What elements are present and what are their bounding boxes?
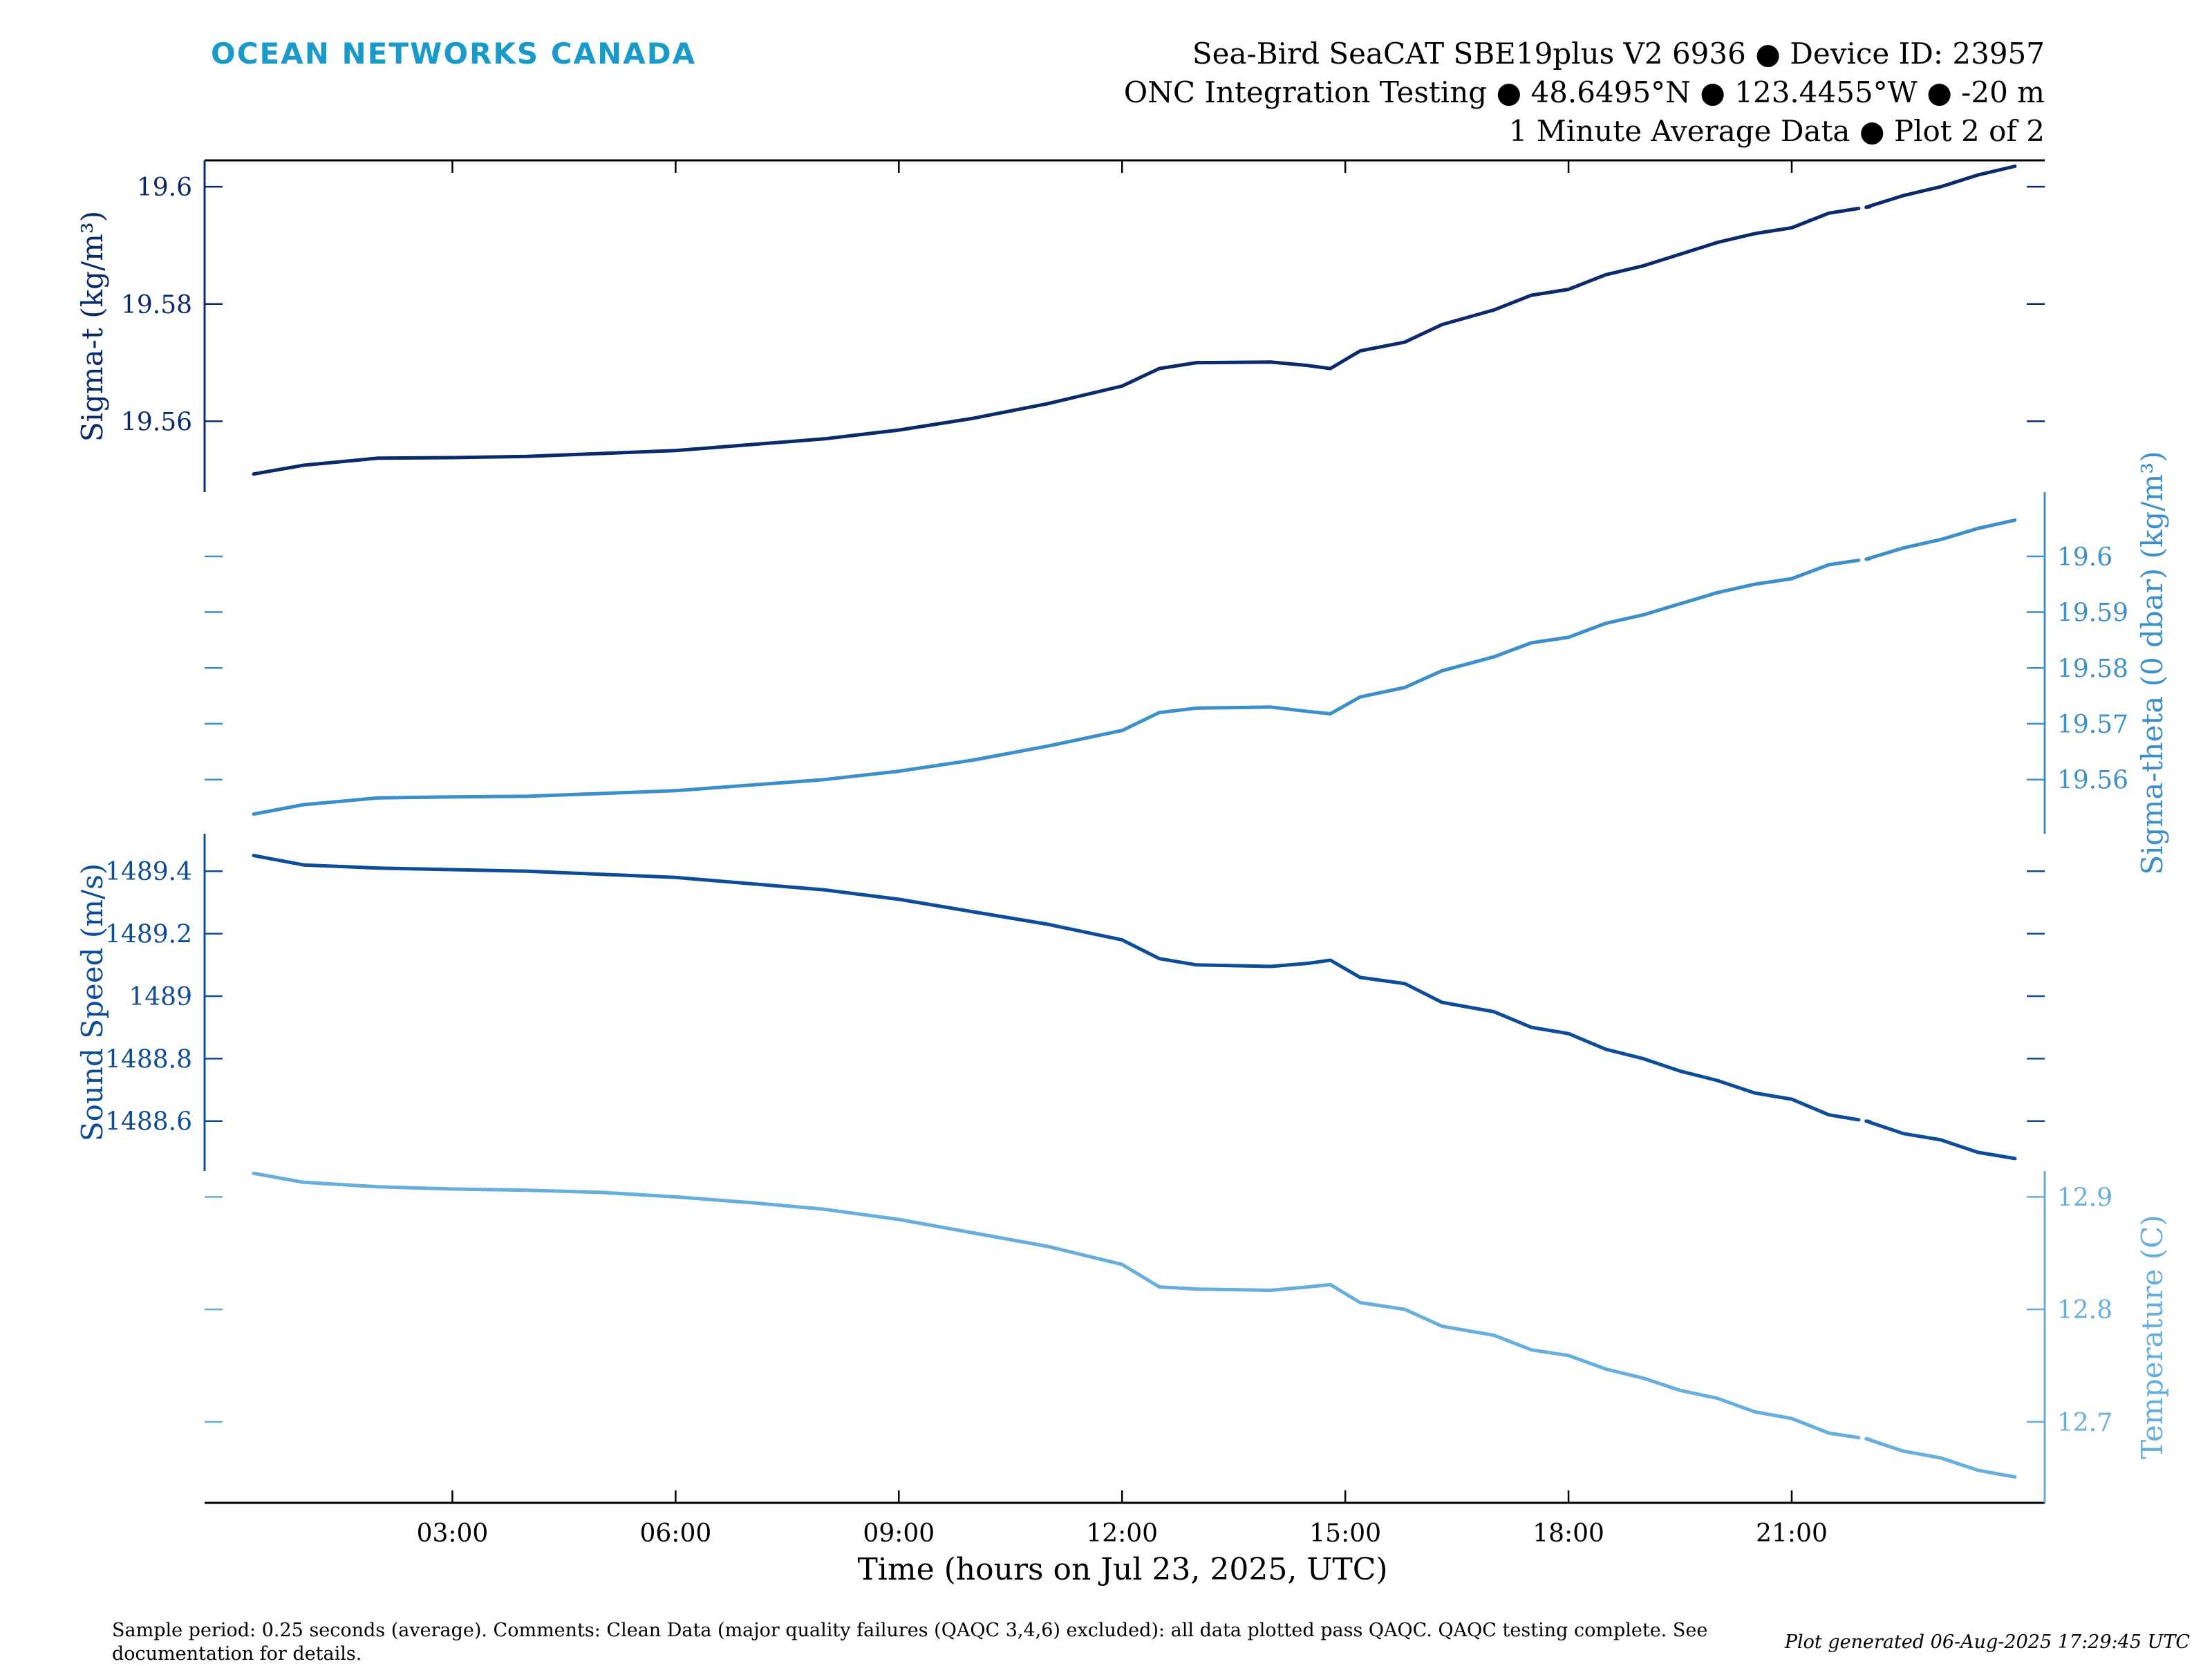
plot-area: 03:00 06:00 09:00 12:00 15:00 18:00 21:00 19.56…: [75, 159, 2169, 1548]
y-tick-label: 19.56: [121, 408, 192, 436]
y-tick-label: 19.6: [137, 174, 192, 202]
y-tick-label: 19.58: [2057, 655, 2128, 683]
y-tick-label: 19.59: [2057, 599, 2128, 628]
x-tick-label: 09:00: [863, 1519, 935, 1548]
org-logo: OCEAN NETWORKS CANADA: [211, 37, 696, 71]
series-line-sigma-theta-0-dbar-: [252, 559, 1861, 816]
x-tick-label: 12:00: [1086, 1519, 1158, 1548]
y-tick-label: 1489.2: [105, 921, 192, 949]
y-tick-label: 1489.4: [105, 858, 192, 886]
title-line-3: 1 Minute Average Data ● Plot 2 of 2: [1509, 114, 2045, 148]
y-tick-label: 1488.6: [105, 1108, 192, 1136]
y-axis-label: Sigma-theta (0 dbar) (kg/m³): [2135, 451, 2169, 874]
y-tick-label: 19.57: [2057, 711, 2128, 739]
y-tick-label: 19.6: [2057, 543, 2112, 572]
x-tick-label: 21:00: [1756, 1519, 1828, 1548]
series-line-sound-speed: [252, 854, 1861, 1122]
series-line-sound-speed: [1864, 1119, 2017, 1161]
y-tick-label: 12.7: [2057, 1409, 2112, 1437]
y-tick-label: 12.8: [2057, 1296, 2112, 1325]
y-tick-label: 1489: [129, 983, 192, 1011]
title-line-1: Sea-Bird SeaCAT SBE19plus V2 6936 ● Devi…: [1192, 37, 2045, 71]
x-axis-label: Time (hours on Jul 23, 2025, UTC): [857, 1552, 1387, 1587]
series-line-sigma-t: [252, 207, 1861, 476]
series-line-temperature: [252, 1171, 1861, 1440]
x-tick-label: 03:00: [417, 1519, 489, 1548]
footer-comments: Sample period: 0.25 seconds (average). C…: [112, 1620, 1708, 1665]
x-tick-label: 18:00: [1533, 1519, 1604, 1548]
y-tick-label: 19.56: [2057, 767, 2128, 795]
series-line-sigma-theta-0-dbar-: [1864, 518, 2017, 561]
title-line-2: ONC Integration Testing ● 48.6495°N ● 12…: [1124, 75, 2045, 109]
x-tick-label: 06:00: [640, 1519, 712, 1548]
y-axis-label: Temperature (C): [2135, 1215, 2169, 1459]
series-line-temperature: [1864, 1436, 2017, 1479]
y-axis-label: Sigma-t (kg/m³): [75, 211, 109, 442]
y-tick-label: 19.58: [121, 291, 192, 319]
x-tick-label: 15:00: [1309, 1519, 1381, 1548]
y-tick-label: 12.9: [2057, 1183, 2112, 1212]
y-tick-label: 1488.8: [105, 1045, 192, 1074]
series-line-sigma-t: [1864, 165, 2017, 209]
y-axis-label: Sound Speed (m/s): [75, 863, 109, 1141]
plot-generated-timestamp: Plot generated 06-Aug-2025 17:29:45 UTC: [1784, 1631, 2190, 1653]
